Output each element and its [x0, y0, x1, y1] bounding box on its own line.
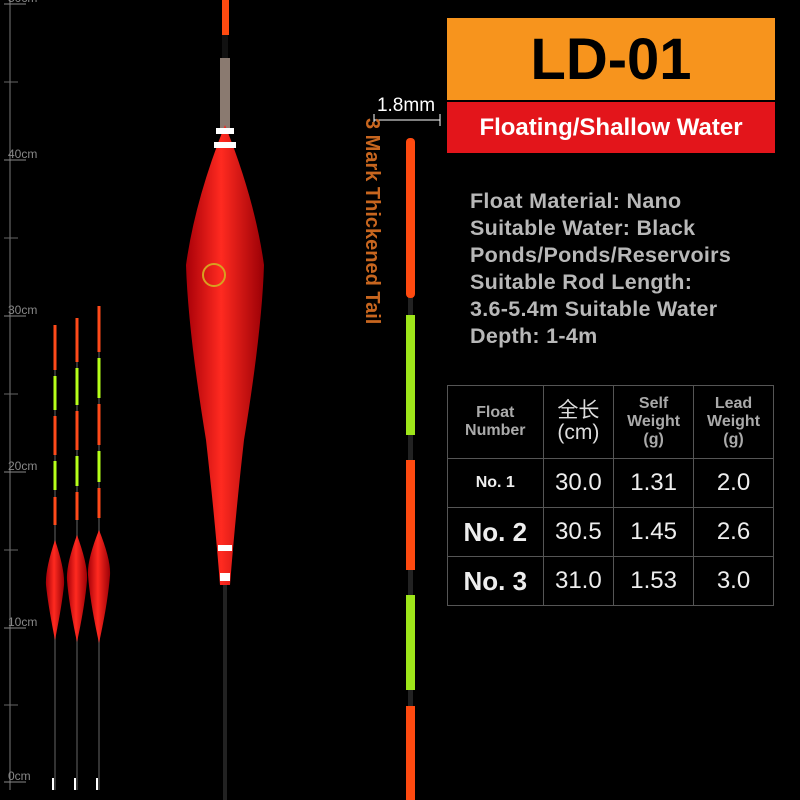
tip-detail — [373, 114, 441, 800]
header-text: Lead — [714, 395, 753, 412]
ruler-label: 20cm — [8, 459, 37, 473]
header-text: Number — [465, 422, 526, 439]
description-line: Depth: 1-4m — [470, 324, 598, 348]
header-text: Self — [638, 395, 669, 412]
tail-label: 3 Mark Thickened Tail — [361, 118, 383, 324]
description-line: Suitable Rod Length: — [470, 270, 693, 294]
header-text: Weight — [707, 413, 761, 430]
header-text: (g) — [643, 431, 664, 448]
header-text: (cm) — [557, 421, 600, 444]
table-cell: 2.6 — [693, 507, 774, 557]
spec-table: Float Number 全长 (cm) Self Weight (g) Lead Weight… — [447, 385, 774, 606]
table-cell: 2.0 — [693, 458, 774, 508]
title: LD-01 — [447, 18, 775, 100]
table-cell: 1.31 — [613, 458, 695, 508]
header-cell: 全长 (cm) — [542, 385, 615, 459]
ruler-label: 0cm — [8, 769, 31, 783]
ruler-label: 40cm — [8, 147, 37, 161]
table-cell: 31.0 — [542, 556, 615, 606]
header-text: 全长 — [557, 399, 600, 422]
tip-label: 1.8mm — [377, 95, 435, 116]
header-cell: Self Weight (g) — [613, 385, 695, 459]
description-line: Suitable Water: Black — [470, 216, 696, 240]
table-row: No. 3 31.0 1.53 3.0 — [447, 556, 774, 606]
description: Float Material: Nano Suitable Water: Blac… — [470, 188, 731, 350]
ruler-label: 10cm — [8, 615, 37, 629]
header-text: Float — [476, 404, 515, 421]
header-text: Weight — [627, 413, 681, 430]
header-cell: Float Number — [447, 385, 544, 459]
small-floats — [45, 306, 111, 790]
header-cell: Lead Weight (g) — [693, 385, 774, 459]
description-line: Ponds/Ponds/Reservoirs — [470, 243, 732, 267]
header-text: (g) — [723, 431, 744, 448]
ruler-label: 30cm — [8, 303, 37, 317]
subtitle: Floating/Shallow Water — [447, 102, 775, 153]
header-row: Float Number 全长 (cm) Self Weight (g) Lead Weight… — [447, 385, 774, 459]
table-cell: No. 1 — [447, 458, 544, 508]
table-cell: 1.45 — [613, 507, 695, 557]
table-cell: No. 2 — [447, 507, 544, 557]
table-row: No. 2 30.5 1.45 2.6 — [447, 507, 774, 557]
table-cell: 1.53 — [613, 556, 695, 606]
table-cell: 30.5 — [542, 507, 615, 557]
ruler-label: 50cm — [8, 0, 37, 5]
table-cell: 30.0 — [542, 458, 615, 508]
table-cell: No. 3 — [447, 556, 544, 606]
table-row: No. 1 30.0 1.31 2.0 — [447, 458, 774, 508]
description-line: 3.6-5.4m Suitable Water — [470, 297, 718, 321]
table-cell: 3.0 — [693, 556, 774, 606]
description-line: Float Material: Nano — [470, 189, 682, 213]
ruler: 50cm 40cm 30cm 20cm 10cm 0cm — [4, 0, 37, 783]
main-float — [186, 0, 264, 800]
